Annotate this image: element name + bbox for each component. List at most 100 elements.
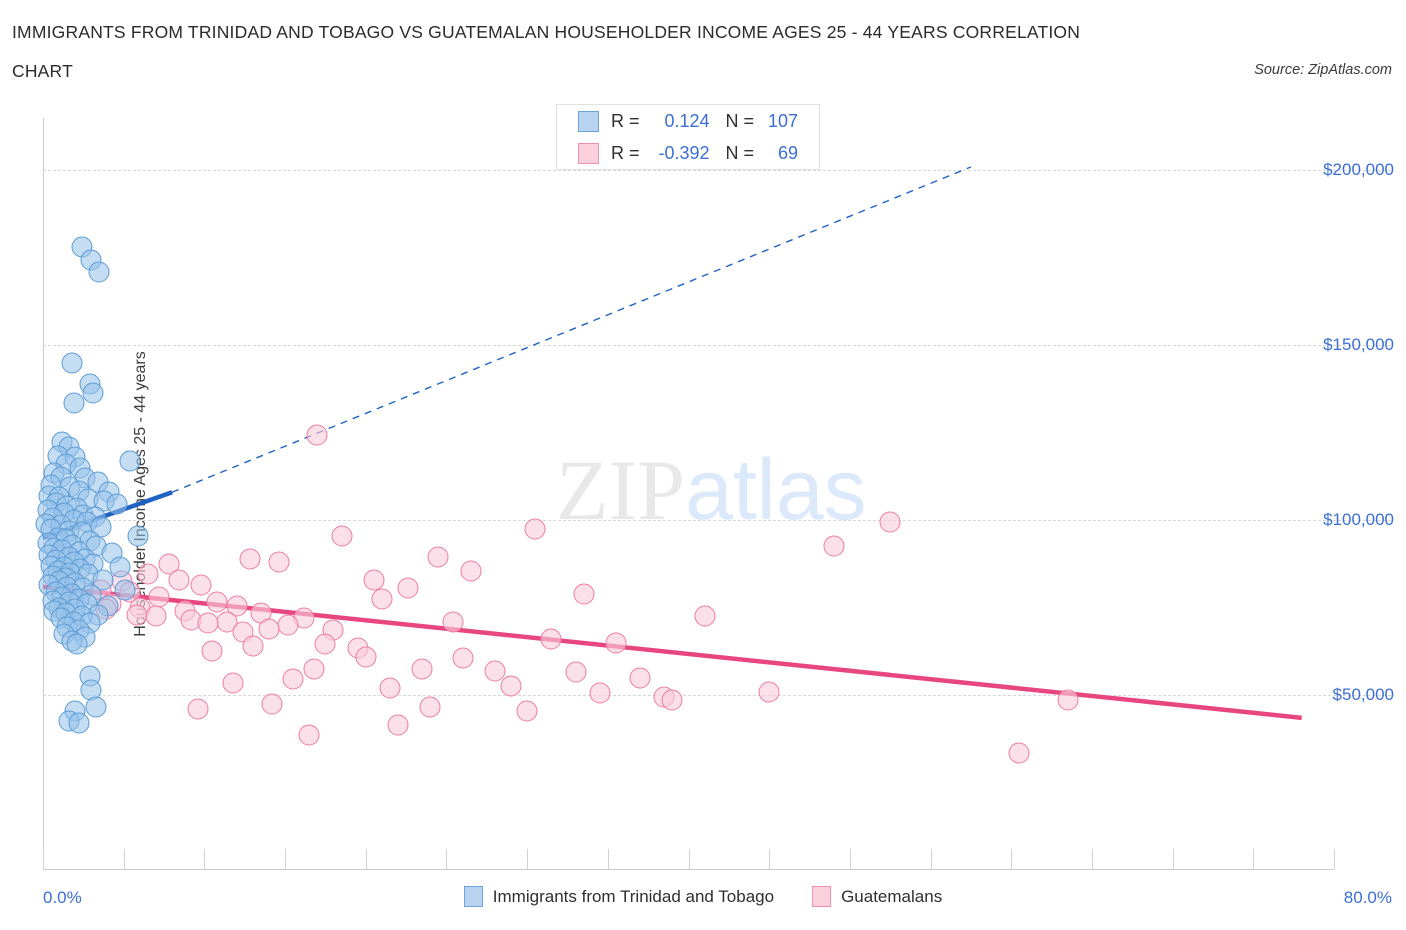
legend-item-trinidad[interactable]: Immigrants from Trinidad and Tobago: [463, 886, 775, 907]
scatter-point: [222, 672, 244, 694]
x-axis-tick: [1011, 849, 1013, 869]
scatter-point: [85, 696, 107, 718]
scatter-point: [66, 633, 88, 655]
scatter-point: [206, 591, 228, 613]
scatter-point: [379, 677, 401, 699]
scatter-point: [427, 546, 449, 568]
stats-n-key-trinidad: N =: [725, 111, 755, 131]
scatter-point: [371, 588, 393, 610]
scatter-point: [411, 658, 433, 680]
x-axis-tick: [527, 849, 529, 869]
scatter-point: [1057, 689, 1079, 711]
stats-row-trinidad: R = 0.124 N = 107: [557, 105, 819, 138]
trend-lines-group: [42, 166, 1302, 721]
scatter-point: [331, 525, 353, 547]
x-axis-tick: [446, 849, 448, 869]
stats-n-key-guatemalans: N =: [725, 143, 755, 163]
x-axis-tick: [769, 849, 771, 869]
y-axis-tick-label: $50,000: [1332, 685, 1394, 705]
scatter-point: [277, 614, 299, 636]
x-axis-max-label: 80.0%: [1343, 888, 1392, 907]
scatter-point: [823, 535, 845, 557]
legend-item-guatemalans[interactable]: Guatemalans: [812, 886, 942, 907]
scatter-point: [1008, 742, 1030, 764]
scatter-point: [92, 569, 114, 591]
scatter-point: [419, 696, 441, 718]
scatter-point: [460, 560, 482, 582]
scatter-point: [758, 681, 780, 703]
scatter-point: [500, 675, 522, 697]
gridline: [43, 345, 1391, 347]
x-axis-tick: [930, 849, 932, 869]
x-axis-tick: [849, 849, 851, 869]
scatter-point: [239, 548, 261, 570]
scatter-point: [303, 658, 325, 680]
plot-area: [35, 118, 1391, 870]
page-title-line-1: IMMIGRANTS FROM TRINIDAD AND TOBAGO VS G…: [12, 22, 1081, 42]
scatter-point: [694, 605, 716, 627]
scatter-point: [148, 586, 170, 608]
x-axis-min-label: 0.0%: [43, 888, 82, 907]
x-axis-tick: [123, 849, 125, 869]
scatter-point: [68, 712, 89, 734]
scatter-point: [119, 450, 141, 472]
x-axis-tick: [204, 849, 206, 869]
source-label: Source: ZipAtlas.com: [1254, 62, 1392, 78]
scatter-point: [661, 689, 683, 711]
scatter-point: [114, 579, 136, 601]
gridline: [43, 520, 1391, 522]
scatter-point: [168, 569, 190, 591]
legend-label-trinidad: Immigrants from Trinidad and Tobago: [492, 886, 775, 906]
scatter-point: [306, 424, 328, 446]
scatter-point: [363, 569, 385, 591]
series-legend: Immigrants from Trinidad and Tobago Guat…: [0, 886, 1406, 907]
legend-label-guatemalans: Guatemalans: [841, 886, 943, 906]
x-axis-line: [43, 869, 1334, 870]
legend-swatch-trinidad: [463, 886, 483, 907]
scatter-point: [127, 525, 149, 547]
scatter-point: [314, 633, 336, 655]
scatter-point: [197, 612, 219, 634]
scatter-point: [397, 577, 419, 599]
legend-swatch-guatemalans: [812, 886, 832, 907]
y-axis-tick-label: $200,000: [1323, 160, 1394, 180]
scatter-point: [484, 660, 506, 682]
scatter-point: [565, 661, 587, 683]
x-axis-tick: [285, 849, 287, 869]
scatter-point: [82, 382, 104, 404]
x-axis-tick: [1253, 849, 1255, 869]
x-axis-tick: [43, 849, 44, 869]
scatter-point: [187, 698, 209, 720]
scatter-point: [106, 493, 128, 515]
scatter-point: [524, 518, 546, 540]
stats-r-key-trinidad: R =: [611, 111, 640, 131]
y-axis-title-wrapper: Householder Income Ages 25 - 44 years: [6, 118, 149, 870]
scatter-point: [190, 574, 212, 596]
scatter-point: [261, 693, 283, 715]
scatter-point: [258, 618, 280, 640]
x-axis-tick: [607, 849, 609, 869]
trend-line-trinidad-dashed: [171, 166, 972, 493]
stats-n-value-trinidad: 107: [767, 111, 799, 131]
scatter-point: [137, 563, 159, 585]
stats-r-key-guatemalans: R =: [611, 143, 640, 163]
scatter-point: [387, 714, 409, 736]
stats-n-value-guatemalans: 69: [778, 143, 799, 163]
page-title-line-2: CHART: [12, 61, 73, 81]
scatter-point: [573, 583, 595, 605]
scatter-point: [242, 635, 264, 657]
correlation-stats-box: R = 0.124 N = 107 R = -0.392 N = 69: [556, 104, 820, 170]
scatter-point: [268, 551, 290, 573]
scatter-point: [282, 668, 304, 690]
scatter-point: [126, 604, 148, 626]
scatter-point: [88, 261, 110, 283]
scatter-point: [605, 632, 627, 654]
scatter-point: [540, 628, 562, 650]
scatter-point: [63, 392, 85, 414]
stats-swatch-trinidad: [578, 111, 599, 132]
scatter-point: [145, 605, 167, 627]
scatter-point: [298, 724, 320, 746]
gridline: [43, 170, 1391, 172]
scatter-point: [61, 352, 83, 374]
x-axis-tick: [688, 849, 690, 869]
